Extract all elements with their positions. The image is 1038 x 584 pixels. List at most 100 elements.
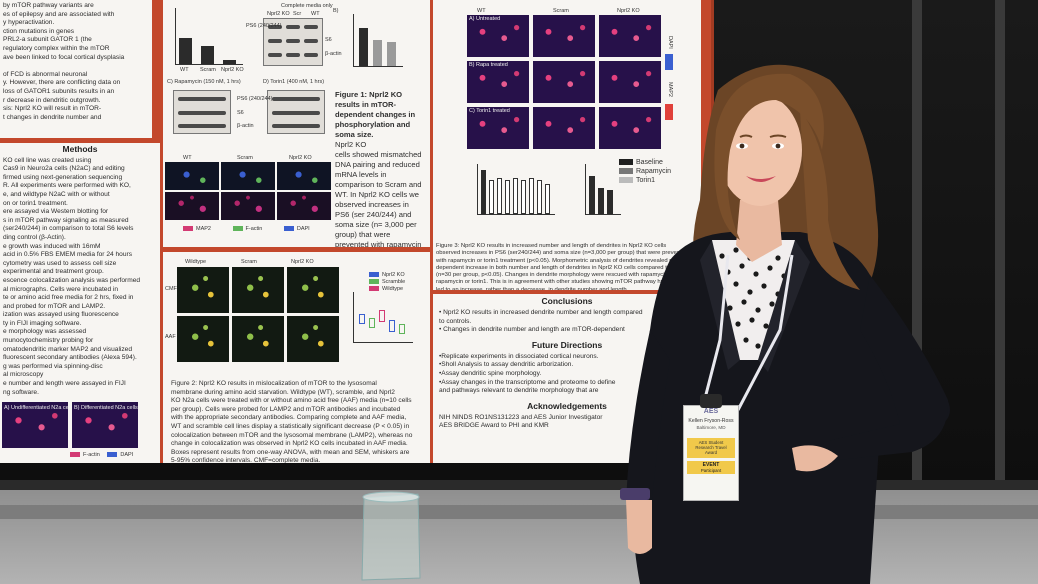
bar-label: Nprl2 KO (221, 67, 244, 73)
text-line: e growth was induced with 16mM (3, 242, 101, 250)
image-col: Scram (553, 8, 569, 14)
image-col: WT (183, 155, 192, 161)
acknowledgements-title: Acknowledgements (527, 400, 607, 411)
panel-label: B) (333, 8, 339, 14)
micrograph (599, 107, 661, 149)
micrograph (533, 61, 595, 103)
text-line: e morphology was assessed (3, 328, 87, 336)
text-line: Cas9 in Neuro2a cells (N2aC) and editing (3, 165, 125, 173)
caption-line: rapamycin or torin1. This is in agreemen… (436, 279, 698, 286)
blot-col: Scr (293, 11, 302, 17)
caption-line: membrane during amino acid starvation. W… (171, 388, 395, 396)
future-directions-title: Future Directions (531, 339, 603, 350)
chart-bar (497, 178, 502, 214)
micrograph (533, 15, 595, 57)
blot-row: S6 (237, 110, 244, 116)
text-line: experimental and treatment group. (3, 268, 104, 276)
micrograph (232, 316, 284, 362)
text-line: ty in FIJI imaging software. (3, 319, 82, 327)
text-line: KO cell line was created using (3, 156, 92, 164)
text-line: (ser240/244) in comparison to total S6 l… (3, 225, 134, 233)
blot-row: β-actin (237, 123, 254, 129)
caption-line: KO N2a cells were treated with or withou… (171, 397, 412, 405)
text-line: cytometry was used to assess cell size (3, 259, 117, 267)
figure-label: B) Differentiated N2a cells (74, 405, 138, 411)
caption-line: Nprl2 KO (335, 140, 367, 149)
text-line: t changes in dendrite number and (3, 113, 102, 121)
micrograph (177, 267, 229, 313)
caption-line: PS6 (ser 240/244) and (335, 210, 412, 219)
text-line: fluorescent secondary antibodies (Alexa … (3, 354, 137, 362)
text-line: ding control (β-Actin). (3, 233, 66, 241)
caption-line: observed increases in (335, 200, 409, 209)
row-label: B) Rapa treated (469, 62, 508, 68)
badge-org: AES (703, 408, 719, 415)
micrograph (277, 162, 331, 190)
text-line: g was performed via spinning-disc (3, 362, 103, 370)
blot-row: PS6 (240/244) (237, 96, 273, 102)
blot-col: Nprl2 KO (267, 11, 290, 17)
text-line: of FCD is abnormal neuronal (3, 70, 88, 78)
chart-bar (505, 180, 510, 214)
caption-line: dependent increase in both number and le… (436, 264, 693, 271)
text-line: regulatory complex within the mTOR (3, 44, 110, 52)
figure-2-panel: Wildtype Scram Nprl2 KO CMF AAF Nprl2 KO… (163, 252, 430, 463)
caption-line: soma size (n= 3,000 per (335, 220, 417, 229)
micrograph (165, 162, 219, 190)
caption-title: Figure 1: Nprl2 KO results in mTOR-depen… (335, 90, 416, 139)
caption-line: (n=30 per group, p<0.05). Changes in den… (436, 272, 685, 279)
text-line: y. However, there are conflicting data o… (3, 79, 121, 87)
bar-label: WT (180, 67, 189, 73)
name-badge: AES Kellen Fryson-Ross Baltimore, MD AES… (683, 405, 739, 501)
text-line: munocytochemistry probing for (3, 337, 94, 345)
micrograph (232, 267, 284, 313)
text-line: ization was assayed using fluorescence (3, 311, 119, 319)
text-line: •Replicate experiments in dissociated co… (439, 352, 599, 360)
differentiated-cells-image: B) Differentiated N2a cells (72, 402, 138, 448)
image-row: AAF (165, 334, 176, 340)
micrograph: B) Rapa treated (467, 61, 529, 103)
caption-body: Nprl2 KO cells showed mismatched DNA pairi… (335, 140, 429, 247)
chart-bar (201, 46, 214, 64)
blot-row: β-actin (325, 51, 342, 57)
western-blot (263, 18, 323, 66)
caption-line: mRNA levels in (335, 170, 387, 179)
dapi-colorbar (665, 54, 673, 70)
text-line: to controls. (439, 317, 472, 325)
text-line: y hyperactivation. (3, 19, 55, 27)
micrograph (165, 192, 219, 220)
micrograph (287, 316, 339, 362)
text-line: R. All experiments were performed with K… (3, 182, 131, 190)
booth-pole (912, 0, 922, 490)
caption-line: WT and scramble cell lines display a sta… (171, 422, 410, 430)
text-line: s in mTOR pathway signaling as measured (3, 216, 129, 224)
image-col: Scram (237, 155, 253, 161)
row-label: A) Untreated (469, 16, 501, 22)
image-col: Scram (241, 259, 257, 265)
text-line: by mTOR pathway variants are (3, 2, 94, 9)
chart-legend: Baseline Rapamycin Torin1 (619, 158, 671, 185)
text-line: es of epilepsy and are associated with (3, 10, 115, 18)
image-col: Nprl2 KO (291, 259, 314, 265)
badge-location: Baltimore, MD (696, 425, 726, 430)
text-line: al microscopy (3, 371, 44, 379)
figure-1-panel: WT Scram Nprl2 KO Complete media only Np… (163, 0, 430, 247)
caption-line: prevented with rapamycin (335, 240, 422, 247)
text-line: acid in 0.5% FBS EMEM media for 24 hours (3, 251, 132, 259)
badge-clip (700, 394, 722, 408)
text-line: •Assay changes in the transcriptome and … (439, 378, 616, 386)
undifferentiated-cells-image: A) Undifferentiated N2a cells (2, 402, 74, 448)
caption-line: Figure 2: Nprl2 KO results in mislocaliz… (171, 380, 377, 387)
text-line: •Assay dendritic spine morphology. (439, 369, 542, 377)
conclusions-text: • Nprl2 KO results in increased dendrite… (439, 309, 695, 335)
chart-bar (529, 178, 534, 214)
text-line: te or amino acid free media for 2 hrs, f… (3, 294, 134, 302)
chart-bar (489, 180, 494, 214)
row-label: C) Torin1 treated (469, 108, 510, 114)
chart-bar (481, 170, 486, 214)
chart-bar (223, 60, 236, 64)
chart-bar (537, 180, 542, 214)
text-line: r decrease in dendritic outgrowth. (3, 96, 101, 104)
figure-1-caption: Figure 1: Nprl2 KO results in mTOR-depen… (335, 90, 429, 247)
image-col: Nprl2 KO (617, 8, 640, 14)
